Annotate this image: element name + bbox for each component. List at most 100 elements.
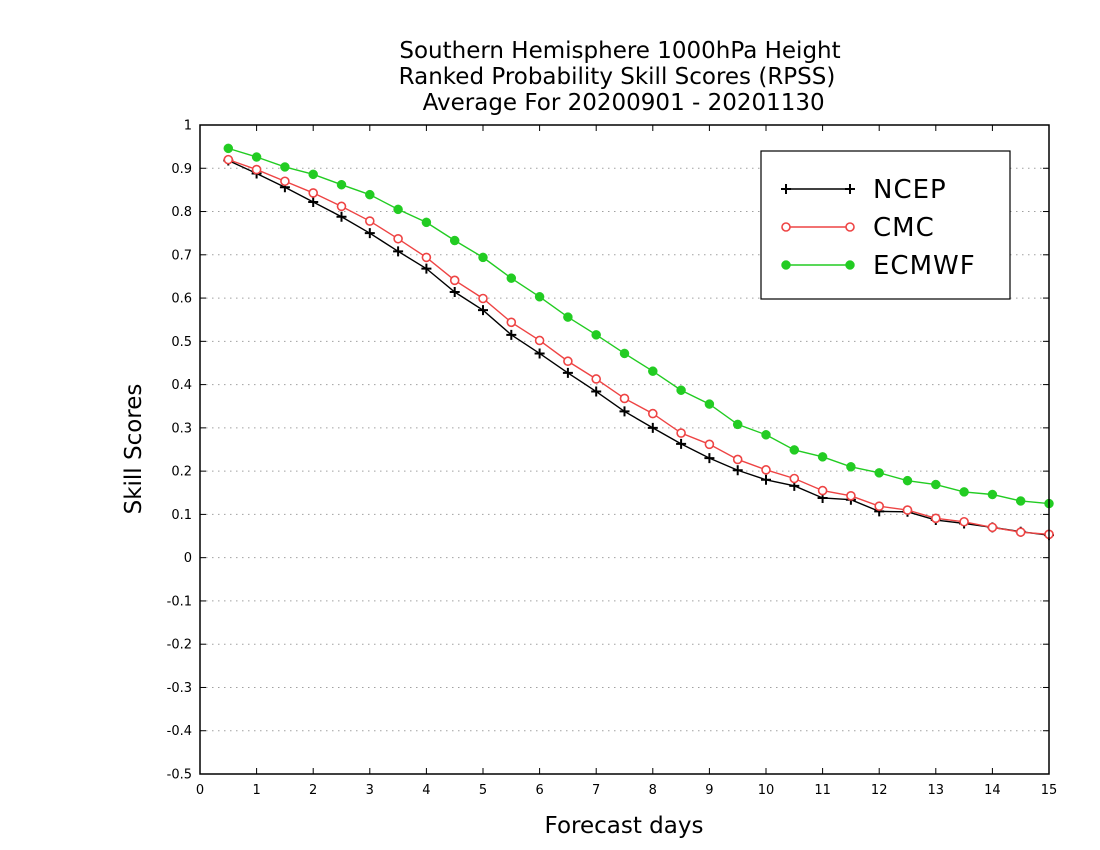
legend-marker	[845, 184, 855, 194]
data-point-cmc	[732, 454, 743, 465]
y-tick-label: -0.3	[167, 681, 192, 696]
series-cmc	[223, 154, 1054, 540]
data-point-ecmwf	[732, 419, 743, 430]
data-point-cmc	[874, 501, 885, 511]
data-point-ecmwf	[534, 292, 545, 302]
y-tick-label: 0	[184, 551, 192, 566]
data-point-cmc	[846, 490, 856, 501]
plot-frame	[199, 124, 1050, 775]
data-point-ecmwf	[987, 489, 998, 500]
y-tick-label: 0.6	[171, 292, 192, 307]
data-point-cmc	[534, 335, 545, 346]
data-point-ncep	[704, 453, 715, 464]
x-tick-label: 13	[928, 783, 945, 798]
data-point-ecmwf	[449, 235, 460, 246]
legend-item-ecmwf: ECMWF	[781, 251, 976, 281]
data-point-ecmwf	[959, 487, 969, 497]
data-point-ecmwf	[761, 430, 771, 440]
data-point-ecmwf	[931, 479, 941, 490]
data-point-cmc	[336, 201, 347, 212]
data-point-ecmwf	[336, 179, 347, 190]
data-point-cmc	[364, 216, 375, 226]
y-tick-label: 0.9	[171, 162, 192, 177]
data-point-ecmwf	[251, 152, 262, 162]
legend-marker	[781, 260, 791, 270]
x-tick-label: 14	[984, 783, 1001, 798]
data-point-cmc	[393, 233, 403, 244]
data-point-cmc	[251, 164, 262, 175]
data-point-ecmwf	[704, 399, 715, 409]
series-line-ncep	[228, 159, 1050, 536]
data-point-cmc	[676, 428, 686, 438]
x-axis-ticks: 0 1 2 3 4 5 6 7 8 9 10 11 12 13 14 15	[196, 125, 1057, 798]
data-point-cmc	[478, 293, 488, 304]
data-point-cmc	[308, 188, 319, 198]
x-tick-label: 5	[479, 783, 487, 798]
x-tick-label: 3	[366, 783, 374, 798]
legend-label: ECMWF	[873, 251, 976, 281]
legend: NCEP CMC ECMWF	[760, 150, 1011, 300]
data-point-cmc	[563, 356, 573, 367]
data-point-cmc	[591, 374, 602, 384]
data-point-ncep	[478, 305, 488, 316]
legend-item-cmc: CMC	[781, 213, 935, 243]
data-point-cmc	[449, 275, 460, 286]
series-lines	[223, 143, 1054, 541]
data-point-ecmwf	[619, 348, 630, 359]
data-point-cmc	[789, 473, 800, 484]
data-point-ncep	[562, 367, 573, 378]
data-point-ncep	[647, 422, 658, 433]
y-axis-ticks: -0.5 -0.4 -0.3 -0.2 -0.1 0 0.1 0.2 0.3 0.4 0.5 0.6 0…	[167, 119, 1049, 783]
y-tick-label: -0.1	[167, 594, 192, 609]
data-point-ecmwf	[365, 189, 375, 200]
data-point-ecmwf	[817, 452, 828, 462]
series-ecmwf	[223, 143, 1054, 509]
legend-marker	[845, 260, 855, 270]
data-point-cmc	[761, 465, 771, 475]
data-point-cmc	[1015, 527, 1026, 537]
y-tick-label: 0.5	[171, 335, 192, 350]
y-tick-label: -0.5	[167, 768, 192, 783]
data-point-cmc	[619, 393, 630, 404]
legend-item-ncep: NCEP	[781, 175, 946, 205]
x-tick-label: 10	[758, 783, 775, 798]
data-point-ncep	[449, 287, 460, 298]
y-tick-label: 0.4	[171, 378, 192, 393]
data-point-cmc	[223, 154, 234, 165]
data-point-cmc	[647, 408, 658, 419]
data-point-ncep	[421, 263, 432, 274]
data-point-ncep	[308, 197, 319, 208]
x-tick-label: 2	[309, 783, 317, 798]
legend-label: CMC	[873, 213, 935, 243]
x-tick-label: 11	[814, 783, 831, 798]
data-point-cmc	[704, 439, 715, 450]
data-point-ncep	[336, 211, 347, 222]
data-point-ncep	[506, 329, 517, 340]
data-point-ecmwf	[280, 162, 290, 172]
data-point-ecmwf	[676, 385, 686, 395]
series-line-cmc	[228, 158, 1050, 536]
data-point-ncep	[364, 228, 375, 239]
data-point-ecmwf	[421, 217, 432, 228]
data-point-ecmwf	[846, 462, 856, 472]
y-tick-label: 0.1	[171, 508, 192, 523]
data-point-cmc	[930, 513, 941, 524]
data-point-ecmwf	[874, 468, 884, 478]
data-point-ecmwf	[223, 143, 234, 154]
x-tick-label: 7	[592, 783, 600, 798]
chart-title: Southern Hemisphere 1000hPa Height Ranke…	[399, 38, 841, 116]
x-tick-label: 15	[1041, 783, 1058, 798]
data-point-ncep	[761, 474, 771, 485]
data-point-ncep	[591, 386, 602, 397]
data-point-ecmwf	[308, 169, 318, 180]
x-tick-label: 0	[196, 783, 204, 798]
data-point-cmc	[421, 252, 432, 263]
x-tick-label: 12	[871, 783, 888, 798]
x-axis-label: Forecast days	[545, 813, 704, 839]
data-point-cmc	[506, 317, 517, 328]
data-point-ecmwf	[648, 366, 658, 376]
data-point-cmc	[902, 505, 913, 515]
data-point-cmc	[959, 516, 969, 527]
title-line-2: Ranked Probability Skill Scores (RPSS)	[399, 64, 836, 90]
